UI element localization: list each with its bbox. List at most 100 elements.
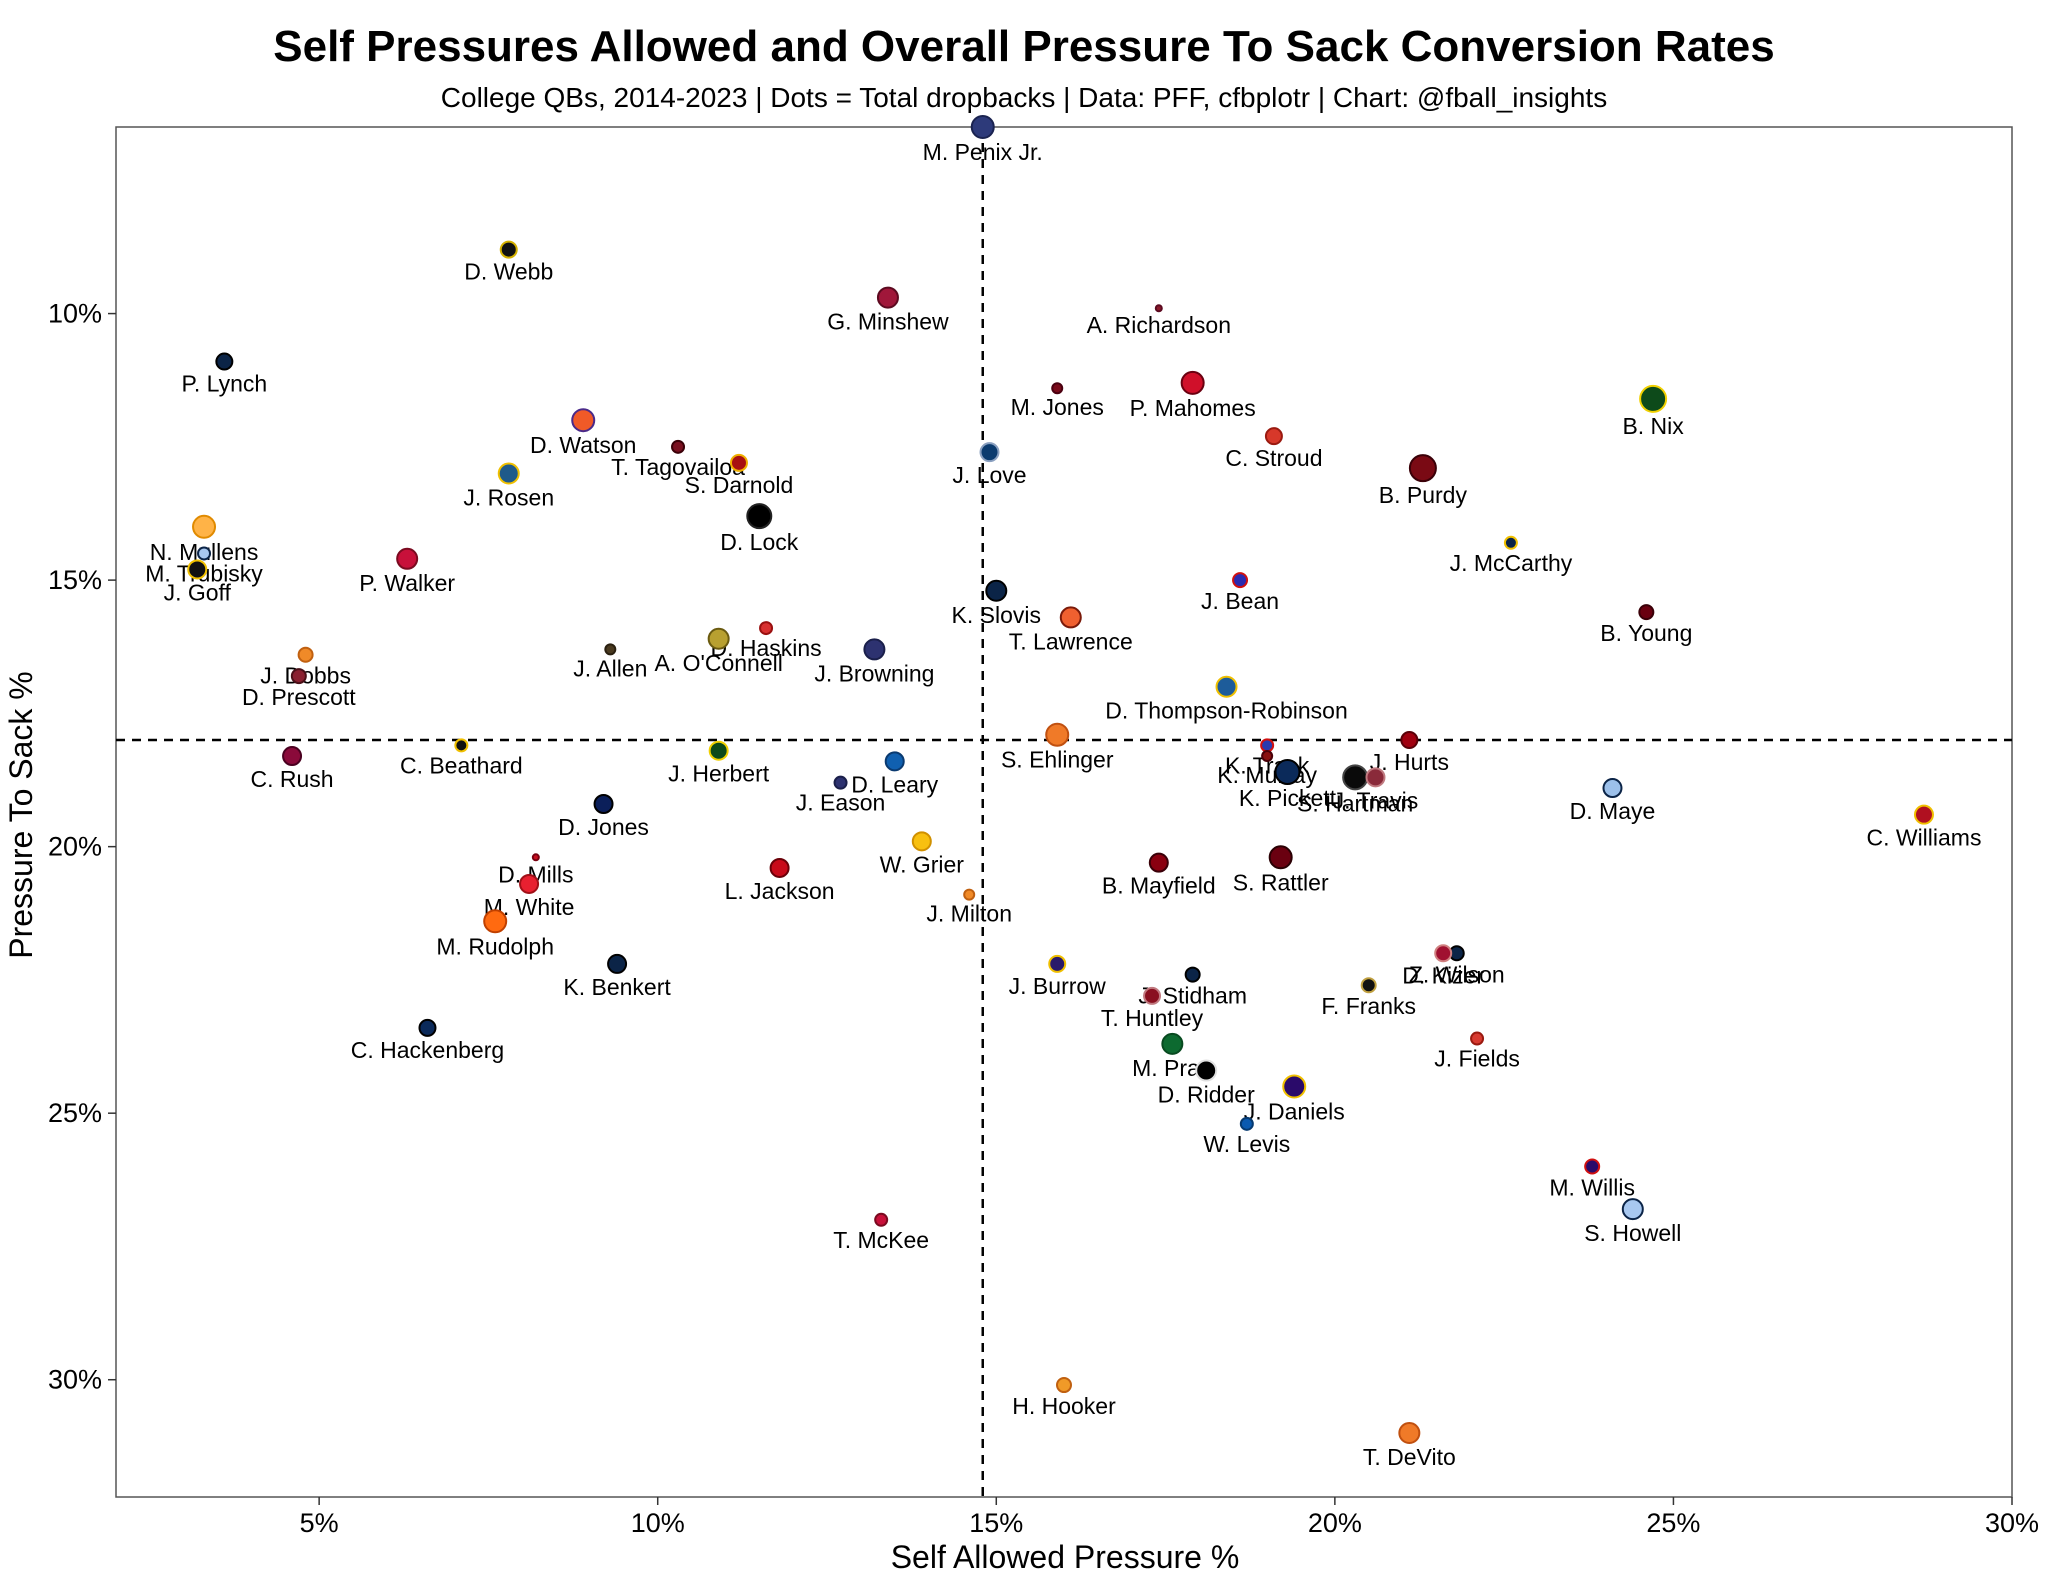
data-point — [1051, 382, 1064, 395]
point-label: P. Mahomes — [1130, 395, 1256, 421]
point-label: M. Penix Jr. — [923, 139, 1043, 165]
data-point — [571, 408, 596, 433]
point-label: M. Rudolph — [436, 933, 554, 959]
point-label: S. Ehlinger — [1001, 747, 1114, 773]
point-label: P. Walker — [359, 570, 455, 596]
point-label: J. Goff — [164, 579, 232, 605]
point-label: J. Milton — [926, 901, 1012, 927]
point-label: S. Rattler — [1233, 869, 1329, 895]
point-label: J. Browning — [814, 660, 934, 686]
point-label: C. Williams — [1866, 825, 1981, 851]
x-tick-label: 10% — [631, 1508, 685, 1538]
point-label: J. Rosen — [463, 484, 554, 510]
data-point — [1260, 738, 1275, 753]
data-point — [187, 559, 208, 580]
data-point — [454, 738, 469, 753]
point-label: D. Lock — [720, 529, 798, 555]
data-point — [1602, 778, 1623, 799]
data-point — [1360, 977, 1377, 994]
point-label: D. Thompson-Robinson — [1105, 698, 1347, 724]
y-axis-title: Pressure To Sack % — [3, 671, 39, 959]
point-label: B. Nix — [1622, 413, 1684, 439]
data-point — [593, 794, 614, 815]
y-tick-label: 15% — [48, 565, 102, 595]
data-point — [1400, 731, 1419, 750]
data-point — [1913, 804, 1934, 825]
point-label: M. Jones — [1011, 394, 1104, 420]
point-label: C. Beathard — [400, 752, 523, 778]
data-point — [497, 462, 520, 485]
data-point — [483, 909, 508, 934]
data-point — [297, 646, 314, 663]
point-label: A. O'Connell — [654, 650, 782, 676]
data-point — [1154, 304, 1163, 313]
point-label: K. Murray — [1217, 762, 1317, 788]
plot-frame — [115, 126, 2013, 1498]
y-tick-label: 10% — [48, 299, 102, 329]
data-point — [1239, 1116, 1254, 1131]
data-point — [979, 442, 1000, 463]
data-point — [1261, 750, 1274, 763]
data-point — [1584, 1158, 1601, 1175]
data-point — [833, 775, 848, 790]
point-label: J. Burrow — [1009, 973, 1107, 999]
point-label: J. Travis — [1333, 787, 1419, 813]
point-label: J. Love — [952, 462, 1026, 488]
point-label: F. Franks — [1321, 993, 1416, 1019]
data-point — [282, 746, 303, 767]
data-point — [863, 638, 886, 661]
point-label: W. Levis — [1203, 1131, 1290, 1157]
y-tick-label: 30% — [48, 1365, 102, 1395]
point-label: J. Daniels — [1244, 1099, 1345, 1125]
data-point — [1059, 606, 1082, 629]
point-label: D. Ridder — [1158, 1082, 1255, 1108]
point-label: D. Webb — [464, 259, 553, 285]
point-label: K. Pickett — [1239, 785, 1337, 811]
data-point — [197, 546, 212, 561]
point-label: D. Kizer — [1402, 962, 1484, 988]
data-point — [1342, 764, 1369, 791]
point-label: T. Lawrence — [1009, 628, 1133, 654]
y-tick-label: 20% — [48, 832, 102, 862]
data-point — [1268, 845, 1293, 870]
data-point — [1056, 1377, 1072, 1394]
point-label: J. Herbert — [668, 761, 770, 787]
x-tick-label: 25% — [1646, 1508, 1700, 1538]
data-point — [1161, 1032, 1184, 1055]
data-point — [729, 453, 748, 472]
point-label: S. Darnold — [685, 472, 794, 498]
point-label: D. Watson — [530, 432, 637, 458]
point-label: D. Maye — [1570, 798, 1656, 824]
point-label: M. Willis — [1549, 1174, 1635, 1200]
point-label: J. McCarthy — [1450, 550, 1573, 576]
data-point — [1503, 535, 1518, 550]
data-point — [1282, 1074, 1307, 1099]
x-tick-label: 30% — [1985, 1508, 2039, 1538]
data-point — [746, 503, 773, 530]
data-point — [1639, 384, 1668, 413]
data-point — [884, 751, 905, 772]
point-label: S. Hartman — [1297, 790, 1413, 816]
point-label: S. Howell — [1584, 1220, 1681, 1246]
point-label: C. Hackenberg — [351, 1037, 504, 1063]
data-point — [192, 514, 217, 539]
data-point — [1195, 1059, 1218, 1082]
point-label: T. DeVito — [1363, 1444, 1456, 1470]
point-label: T. Tagovailoa — [611, 454, 745, 480]
point-label: T. McKee — [833, 1227, 929, 1253]
point-label: D. Prescott — [242, 684, 356, 710]
data-point — [519, 873, 540, 894]
data-point — [985, 579, 1008, 602]
data-point — [1215, 675, 1238, 698]
data-point — [1621, 1198, 1644, 1221]
data-point — [1148, 852, 1169, 873]
data-point — [499, 240, 518, 259]
point-label: A. Richardson — [1087, 312, 1231, 338]
point-label: Z. Wilson — [1409, 961, 1505, 987]
x-tick-label: 15% — [969, 1508, 1023, 1538]
data-point — [876, 286, 899, 309]
data-point — [1470, 1031, 1485, 1046]
data-point — [290, 668, 307, 685]
point-label: J. Bean — [1201, 588, 1279, 614]
